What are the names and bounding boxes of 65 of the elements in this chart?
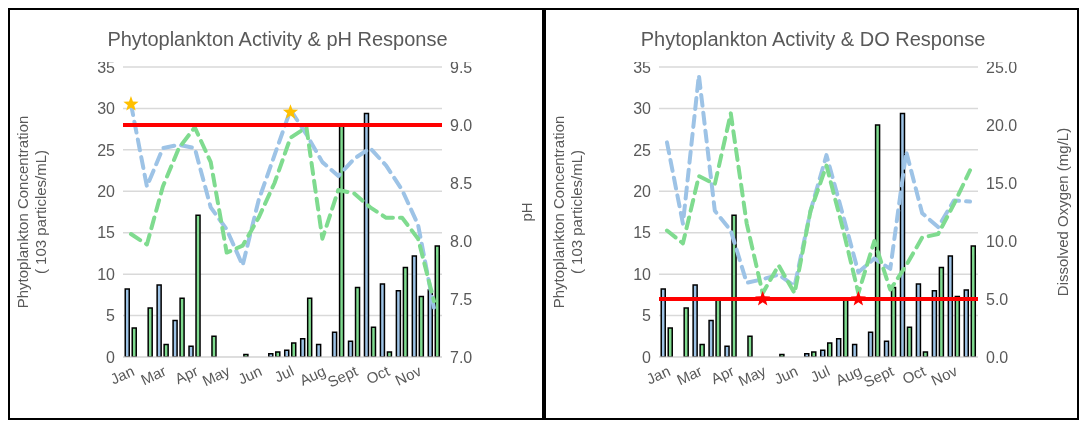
y2-tick-label: 9.5 — [450, 58, 473, 76]
bar — [147, 307, 153, 357]
y-tick-label: 25 — [97, 141, 116, 159]
bar — [682, 307, 689, 357]
y2-tick-label: 8.5 — [450, 174, 473, 192]
x-tick-label: Oct — [363, 361, 393, 388]
x-tick-label: Oct — [899, 361, 929, 388]
bar — [402, 266, 409, 357]
bar — [746, 335, 753, 357]
x-tick-label: Mar — [138, 361, 169, 389]
y-tick-label: 20 — [632, 182, 651, 200]
bar — [379, 283, 386, 357]
y2-tick-label: 25.0 — [985, 58, 1017, 76]
bar — [395, 289, 402, 357]
y2-tick-label: 7.0 — [450, 348, 473, 366]
y2-axis-title: Dissolved Oxygen (mg/L) — [1053, 127, 1071, 297]
y2-axis-title: pH — [518, 202, 535, 222]
y2-tick-label: 7.5 — [450, 290, 473, 308]
y2-tick-label: 0.0 — [985, 348, 1008, 366]
chart-title: Phytoplankton Activity & DO Response — [639, 28, 987, 51]
x-tick-label: Aug — [832, 361, 864, 389]
x-tick-label: Mar — [673, 361, 705, 389]
y-axis-title: Phytoplankton Concentration ( 103 particles/mL) — [549, 115, 585, 309]
y-tick-label: 35 — [97, 58, 116, 76]
bar — [867, 331, 873, 357]
y2-tick-label: 5.0 — [985, 290, 1008, 308]
y-tick-label: 0 — [641, 348, 651, 366]
y-tick-label: 0 — [106, 348, 116, 366]
x-tick-label: Apr — [172, 361, 201, 388]
y-tick-label: 5 — [641, 307, 651, 325]
y2-tick-label: 20.0 — [985, 116, 1017, 134]
bar — [370, 326, 377, 357]
y-tick-label: 5 — [106, 307, 116, 325]
x-tick-label: Aug — [296, 361, 329, 389]
y-tick-label: 30 — [97, 100, 116, 118]
y-tick-label: 15 — [97, 224, 116, 242]
bar — [211, 335, 217, 357]
x-tick-label: Jun — [235, 361, 265, 388]
y-tick-label: 30 — [632, 100, 651, 118]
y-axis-title: Phytoplankton Concentration ( 103 particles/mL) — [14, 115, 49, 309]
x-tick-label: May — [735, 361, 769, 390]
y2-tick-label: 8.0 — [450, 232, 473, 250]
x-tick-label: Nov — [392, 361, 425, 389]
bar — [354, 286, 361, 357]
x-tick-label: Jul — [271, 361, 297, 386]
x-tick-label: Apr — [707, 361, 737, 388]
bar — [906, 326, 912, 357]
y-tick-label: 15 — [632, 224, 651, 242]
x-tick-label: May — [199, 361, 233, 390]
chart-title: Phytoplankton Activity & pH Response — [106, 28, 449, 51]
x-tick-label: Jun — [770, 361, 800, 388]
bar — [418, 295, 425, 357]
y-tick-label: 20 — [97, 182, 116, 200]
y-tick-label: 10 — [97, 265, 116, 283]
x-tick-label: Nov — [927, 361, 960, 389]
y-tick-label: 25 — [632, 141, 651, 159]
bar — [411, 255, 418, 357]
bar — [331, 331, 338, 357]
bar — [306, 297, 313, 357]
y-tick-label: 10 — [632, 265, 651, 283]
y2-tick-label: 15.0 — [985, 174, 1017, 192]
y-tick-label: 35 — [632, 58, 651, 76]
y2-tick-label: 10.0 — [985, 232, 1017, 250]
y2-tick-label: 9.0 — [450, 116, 473, 134]
x-tick-label: Jul — [807, 361, 832, 386]
